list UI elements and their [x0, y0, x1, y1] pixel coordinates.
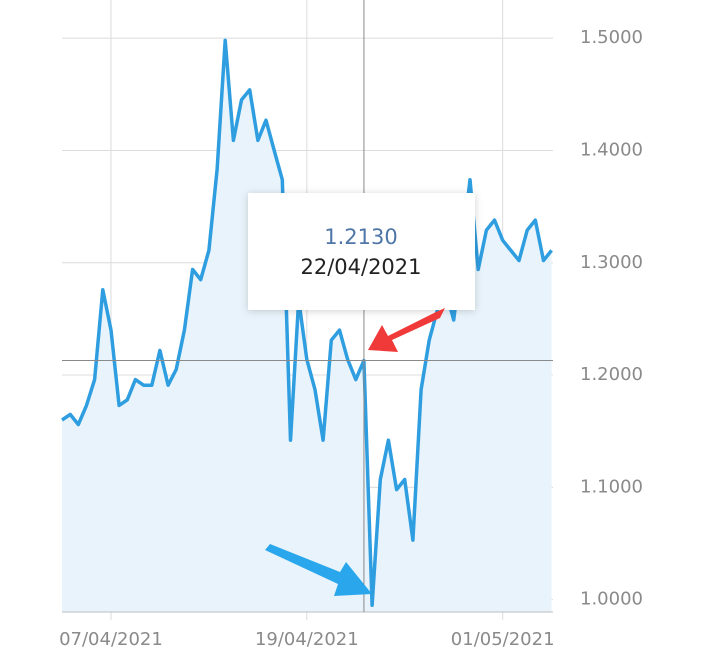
- tooltip: 1.2130 22/04/2021: [248, 193, 475, 310]
- axes: 1.0000 1.1000 1.2000 1.3000 1.4000 1.5000 07/0…: [59, 27, 643, 650]
- y-tick-label: 1.3000: [580, 252, 643, 273]
- y-tick-label: 1.4000: [580, 139, 643, 160]
- x-tick-label: 01/05/2021: [451, 629, 555, 650]
- line: [61, 38, 553, 608]
- y-tick-label: 1.1000: [580, 476, 643, 497]
- plot: [61, 38, 553, 612]
- x-tick-label: 07/04/2021: [59, 629, 163, 650]
- area: [62, 40, 552, 612]
- red-arrow: [368, 308, 445, 352]
- x-tick-label: 19/04/2021: [255, 629, 359, 650]
- y-tick-label: 1.2000: [580, 364, 643, 385]
- tooltip-date: 22/04/2021: [300, 255, 421, 279]
- y-tick-label: 1.5000: [580, 27, 643, 48]
- tooltip-box: [248, 193, 475, 310]
- blue-arrow: [265, 544, 372, 596]
- y-tick-label: 1.0000: [580, 589, 643, 610]
- tooltip-value: 1.2130: [324, 225, 397, 249]
